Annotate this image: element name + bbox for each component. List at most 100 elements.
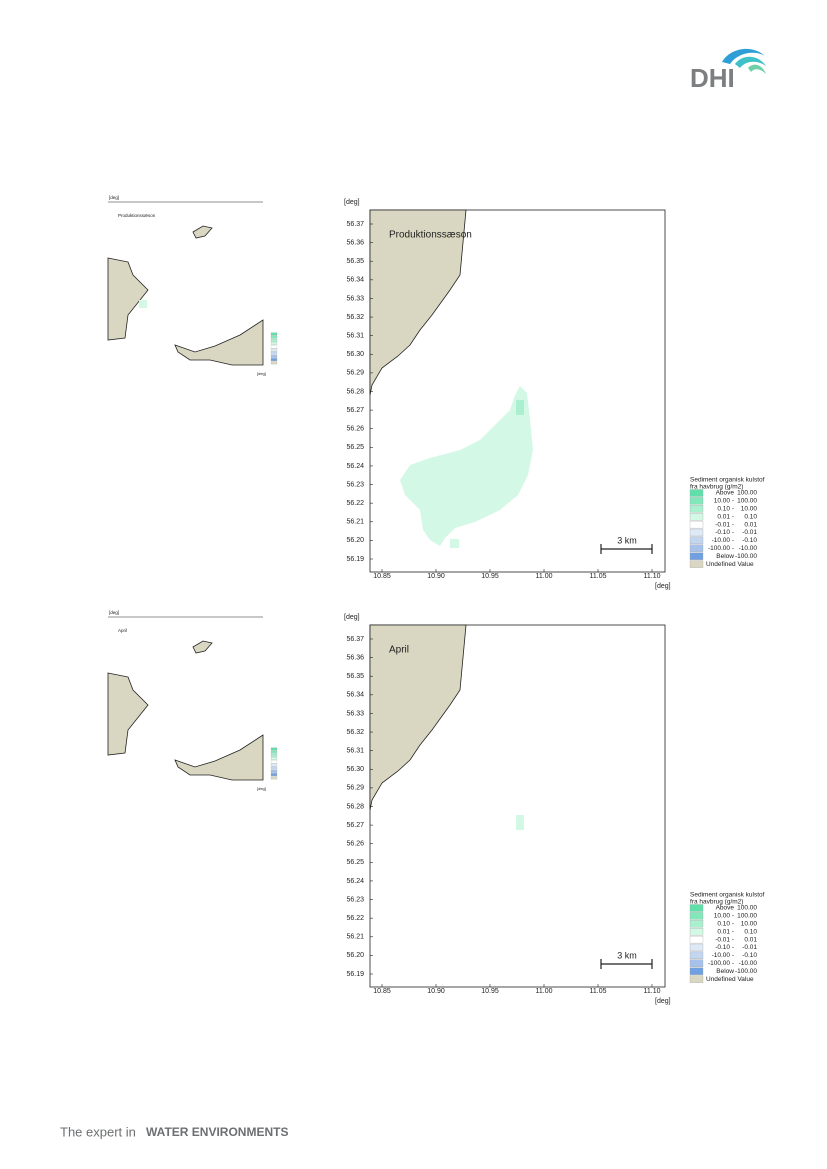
y-tick-label: 56.37 <box>346 221 364 228</box>
legend-to: 100.00 <box>737 905 757 912</box>
legend-to: 0.10 <box>744 513 757 520</box>
legend-from: 0.01 - <box>717 928 734 935</box>
legend-to: 100.00 <box>737 490 757 497</box>
y-tick-label: 56.28 <box>346 803 364 810</box>
x-tick-label: 11.05 <box>590 988 607 995</box>
legend-from: -0.01 - <box>715 521 734 528</box>
map-title: Produktionssæson <box>389 230 472 241</box>
legend-swatch <box>689 560 704 568</box>
y-tick-label: 56.26 <box>346 841 364 848</box>
overview-legend-swatch <box>270 358 278 361</box>
y-tick-label: 56.35 <box>346 258 364 265</box>
y-tick-label: 56.22 <box>346 915 364 922</box>
overview-legend-swatch <box>270 766 278 770</box>
legend-from: -100.00 - <box>708 960 734 967</box>
legend-from: 10.00 - <box>714 913 734 920</box>
y-tick-label: 56.37 <box>346 636 364 643</box>
x-tick-label: 11.10 <box>644 573 661 580</box>
legend-swatch <box>689 528 704 537</box>
legend-to: -0.10 <box>742 537 757 544</box>
overview-map <box>107 201 264 366</box>
x-tick-label: 10.90 <box>427 573 445 580</box>
main-map <box>369 209 666 573</box>
legend-from: Undefined Value <box>706 976 754 983</box>
x-tick-label: 11.05 <box>590 573 607 580</box>
legend-swatch <box>689 552 704 560</box>
legend-swatch <box>689 904 704 912</box>
legend-swatch <box>689 959 704 967</box>
axis-unit: [deg] <box>344 614 360 621</box>
footer-prefix: The expert in <box>60 1124 136 1139</box>
overview-axis-unit: [deg] <box>257 786 266 791</box>
overview-axis-unit: [deg] <box>109 195 119 200</box>
legend-title: Sediment organisk kulstof <box>690 477 765 484</box>
legend-swatch <box>689 928 704 936</box>
legend-from: -10.00 - <box>712 537 734 544</box>
legend-to: 0.01 <box>744 936 757 943</box>
legend-to: -100.00 <box>735 553 757 560</box>
legend-to: 100.00 <box>737 498 757 505</box>
scale-label: 3 km <box>617 535 637 545</box>
axis-unit: [deg] <box>344 199 360 206</box>
y-tick-label: 56.31 <box>346 333 364 340</box>
y-tick-label: 56.33 <box>346 710 364 717</box>
legend-from: 0.10 - <box>717 921 734 928</box>
legend-to: 10.00 <box>741 506 758 513</box>
legend-swatch <box>689 951 704 960</box>
legend-swatch <box>689 943 704 952</box>
legend-from: Above <box>716 490 735 497</box>
y-tick-label: 56.24 <box>346 463 364 470</box>
legend-swatch <box>689 912 704 920</box>
y-tick-label: 56.20 <box>346 952 364 959</box>
x-tick-label: 10.85 <box>373 988 391 995</box>
legend-swatch <box>689 497 704 505</box>
y-tick-label: 56.34 <box>346 277 364 284</box>
y-tick-label: 56.27 <box>346 407 364 414</box>
overview-axis-unit: [deg] <box>257 371 266 376</box>
y-tick-label: 56.19 <box>346 556 364 563</box>
legend-from: Below <box>716 553 734 560</box>
footer-emphasis: WATER ENVIRONMENTS <box>146 1125 288 1139</box>
legend-to: 10.00 <box>741 921 758 928</box>
legend-to: 0.10 <box>744 928 757 935</box>
overview-legend-swatch <box>270 339 278 342</box>
overview-legend-swatch <box>270 776 278 780</box>
overview-legend-swatch <box>270 760 278 764</box>
overview-legend-swatch <box>270 773 278 776</box>
y-tick-label: 56.31 <box>346 748 364 755</box>
y-tick-label: 56.35 <box>346 673 364 680</box>
legend-to: -10.00 <box>739 960 758 967</box>
x-tick-label: 10.95 <box>481 988 499 995</box>
y-tick-label: 56.28 <box>346 388 364 395</box>
overview-legend-swatch <box>270 361 278 365</box>
legend-swatch <box>689 544 704 552</box>
x-tick-label: 10.95 <box>481 573 499 580</box>
legend-title: fra havbrug (g/m2) <box>690 484 743 491</box>
y-tick-label: 56.33 <box>346 295 364 302</box>
overview-legend-swatch <box>270 348 278 352</box>
legend-to: 100.00 <box>737 913 757 920</box>
y-tick-label: 56.23 <box>346 481 364 488</box>
overview-legend-swatch <box>270 332 278 336</box>
overview-legend-swatch <box>270 747 278 751</box>
overview-legend-swatch <box>270 355 278 358</box>
overview-axis-unit: [deg] <box>109 610 119 615</box>
overview-legend-swatch <box>270 342 278 345</box>
legend-swatch <box>689 520 704 529</box>
legend-from: -0.10 - <box>715 529 734 536</box>
x-tick-label: 11.00 <box>536 573 553 580</box>
legend-to: -100.00 <box>735 968 757 975</box>
y-tick-label: 56.23 <box>346 896 364 903</box>
legend-to: -10.00 <box>739 545 758 552</box>
y-tick-label: 56.24 <box>346 878 364 885</box>
y-tick-label: 56.21 <box>346 519 364 526</box>
legend-to: 0.01 <box>744 521 757 528</box>
legend-to: -0.01 <box>742 529 757 536</box>
x-tick-label: 10.90 <box>427 988 445 995</box>
legend-swatch <box>689 505 704 513</box>
logo: DHI <box>690 48 766 93</box>
axis-unit: [deg] <box>655 583 671 590</box>
y-tick-label: 56.36 <box>346 654 364 661</box>
overview-legend-swatch <box>270 750 278 754</box>
